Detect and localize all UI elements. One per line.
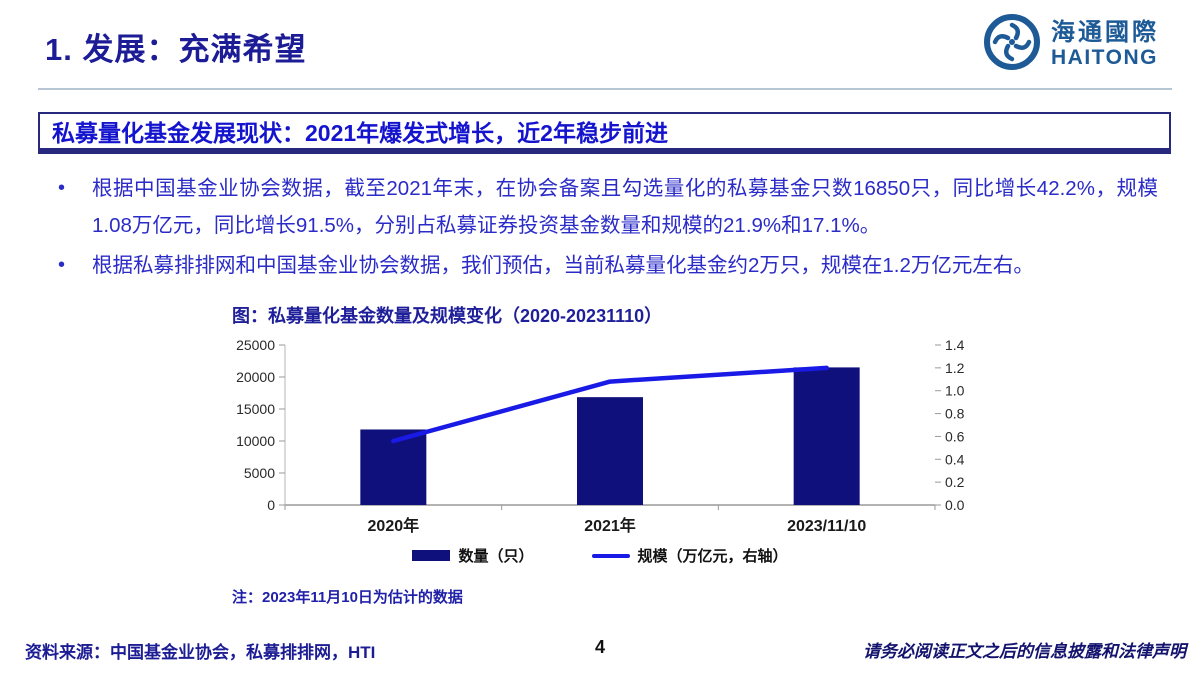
right-axis-tick-label: 0.2 bbox=[945, 474, 965, 490]
right-axis-tick-label: 0.8 bbox=[945, 406, 965, 422]
x-axis-label: 2021年 bbox=[584, 516, 636, 535]
fund-count-scale-chart: 0 5000 10000 15000 20000 25000 0.0 0.2 0.4 0.6 0.8… bbox=[230, 337, 970, 537]
left-axis-tick-label: 10000 bbox=[236, 433, 275, 449]
legend-item: 数量（只） bbox=[412, 545, 534, 566]
legend-label: 规模（万亿元，右轴） bbox=[637, 548, 788, 565]
left-axis-tick-label: 25000 bbox=[236, 337, 275, 353]
section-banner-text: 私募量化基金发展现状：2021年爆发式增长，近2年稳步前进 bbox=[52, 120, 668, 146]
bullet-item: 根据中国基金业协会数据，截至2021年末，在协会备案且勾选量化的私募基金只数16… bbox=[52, 170, 1158, 244]
logo-name-english: HAITONG bbox=[1051, 46, 1158, 70]
chart-canvas: 0 5000 10000 15000 20000 25000 0.0 0.2 0.4 0.6 0.8… bbox=[236, 337, 965, 535]
logo-wordmark: 海通國際 HAITONG bbox=[1051, 18, 1159, 70]
page-number: 4 bbox=[594, 637, 605, 657]
right-axis-tick-label: 1.0 bbox=[945, 383, 965, 399]
left-axis-tick-label: 20000 bbox=[236, 369, 275, 385]
legend-item: 规模（万亿元，右轴） bbox=[591, 545, 788, 566]
right-axis-tick-label: 0.4 bbox=[945, 451, 965, 467]
bullet-list: 根据中国基金业协会数据，截至2021年末，在协会备案且勾选量化的私募基金只数16… bbox=[52, 170, 1158, 287]
chart-note: 注：2023年11月10日为估计的数据 bbox=[232, 589, 463, 606]
bar-2021年 bbox=[577, 397, 643, 505]
right-axis-tick-label: 1.4 bbox=[945, 337, 965, 353]
chart-legend: 数量（只） 规模（万亿元，右轴） bbox=[230, 545, 970, 566]
right-axis-tick-label: 1.2 bbox=[945, 360, 965, 376]
footer-source: 资料来源：中国基金业协会，私募排排网，HTI bbox=[25, 643, 376, 662]
page-title: 1. 发展：充满希望 bbox=[45, 32, 307, 67]
right-axis-tick-label: 0.0 bbox=[945, 497, 965, 513]
bar-2023/11/10 bbox=[793, 367, 860, 505]
chart-title: 图：私募量化基金数量及规模变化（2020-20231110） bbox=[232, 306, 663, 326]
right-axis-tick-label: 0.6 bbox=[945, 428, 965, 444]
line-series bbox=[391, 365, 829, 444]
logo-name-chinese: 海通國際 bbox=[1051, 18, 1159, 46]
legend-bar-swatch bbox=[412, 550, 451, 561]
section-banner: 私募量化基金发展现状：2021年爆发式增长，近2年稳步前进 bbox=[38, 112, 1171, 154]
title-divider bbox=[38, 88, 1172, 90]
legend-label: 数量（只） bbox=[458, 548, 534, 565]
left-axis-tick-label: 15000 bbox=[236, 401, 275, 417]
footer-disclaimer: 请务必阅读正文之后的信息披露和法律声明 bbox=[863, 642, 1186, 661]
legend-line-swatch bbox=[591, 553, 630, 558]
x-axis-label: 2023/11/10 bbox=[787, 518, 866, 535]
left-axis-tick-label: 0 bbox=[267, 497, 275, 513]
x-axis-label: 2020年 bbox=[368, 516, 420, 535]
haitong-logo-icon bbox=[983, 13, 1041, 76]
left-axis-tick-label: 5000 bbox=[244, 465, 275, 481]
haitong-logo: 海通國際 HAITONG bbox=[983, 13, 1159, 76]
bullet-item: 根据私募排排网和中国基金业协会数据，我们预估，当前私募量化基金约2万只，规模在1… bbox=[52, 247, 1158, 284]
